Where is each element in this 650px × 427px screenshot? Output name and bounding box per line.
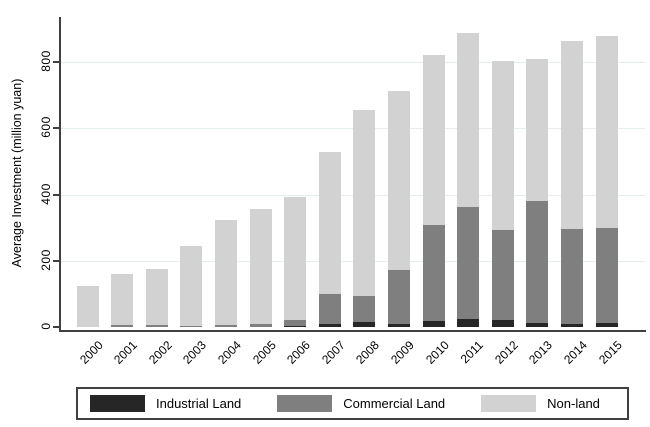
y-tick-mark-0 (53, 326, 59, 328)
bar-2002-segment-commercial-land (146, 325, 168, 327)
bar-2015-segment-commercial-land (596, 228, 618, 324)
y-tick-label-0: 0 (39, 322, 53, 330)
bar-2003-segment-non-land (180, 245, 202, 327)
bar-2011-segment-non-land (457, 33, 479, 207)
legend-label: Commercial Land (343, 396, 446, 411)
bar-2003 (180, 245, 202, 327)
bar-2004-segment-non-land (215, 220, 237, 325)
y-tick-label-600: 600 (39, 116, 53, 138)
bar-2001-segment-non-land (111, 274, 133, 326)
bar-2001-segment-commercial-land (111, 325, 133, 327)
bar-2015-segment-industrial-land (596, 323, 618, 327)
bar-2005-segment-non-land (250, 209, 272, 325)
bar-2013-segment-non-land (526, 59, 548, 202)
bar-2014-segment-non-land (561, 41, 583, 229)
bar-2012 (492, 60, 514, 327)
bar-2009 (388, 90, 410, 327)
bar-2010-segment-industrial-land (423, 320, 445, 327)
bar-2007-segment-commercial-land (319, 293, 341, 324)
bar-2007-segment-non-land (319, 152, 341, 294)
bar-2006-segment-industrial-land (284, 326, 306, 327)
bar-2003-segment-commercial-land (180, 326, 202, 327)
bar-2015 (596, 35, 618, 327)
bar-2008 (353, 110, 375, 327)
bar-2004-segment-commercial-land (215, 324, 237, 327)
bar-2008-segment-non-land (353, 110, 375, 296)
bar-2015-segment-non-land (596, 35, 618, 229)
y-tick-label-400: 400 (39, 183, 53, 205)
legend-label: Non-land (547, 396, 600, 411)
bar-2002 (146, 269, 168, 327)
bar-2010 (423, 54, 445, 327)
bar-2012-segment-industrial-land (492, 319, 514, 327)
bar-2009-segment-commercial-land (388, 270, 410, 324)
bar-2006-segment-commercial-land (284, 320, 306, 327)
bar-2014-segment-commercial-land (561, 228, 583, 324)
bar-2002-segment-non-land (146, 269, 168, 326)
legend: Industrial Land Commercial Land Non-land (76, 387, 629, 420)
x-axis-line (59, 330, 646, 332)
bar-2013-segment-commercial-land (526, 201, 548, 324)
legend-swatch-industrial-land (90, 395, 145, 412)
legend-swatch-non-land (481, 395, 537, 412)
bar-2000-segment-non-land (77, 285, 99, 327)
y-tick-mark-400 (53, 194, 59, 196)
y-axis-line (59, 17, 61, 332)
y-axis-title: Average Investment (million yuan) (10, 78, 24, 268)
y-tick-mark-600 (53, 127, 59, 129)
bar-2006 (284, 196, 306, 327)
bar-2007-segment-industrial-land (319, 323, 341, 327)
bar-2011-segment-industrial-land (457, 318, 479, 327)
y-tick-label-800: 800 (39, 50, 53, 72)
gridline-800 (61, 62, 645, 63)
bar-2009-segment-industrial-land (388, 323, 410, 327)
bar-2000 (77, 285, 99, 327)
bar-2012-segment-commercial-land (492, 229, 514, 320)
legend-swatch-commercial-land (277, 395, 333, 412)
bar-2009-segment-non-land (388, 90, 410, 271)
legend-label: Industrial Land (156, 396, 242, 411)
bar-2014 (561, 41, 583, 327)
y-tick-label-200: 200 (39, 249, 53, 271)
y-tick-mark-800 (53, 61, 59, 63)
bar-2005 (250, 209, 272, 327)
bar-2005-segment-commercial-land (250, 324, 272, 327)
bar-2011 (457, 33, 479, 327)
bar-2010-segment-non-land (423, 54, 445, 225)
bar-2013 (526, 59, 548, 327)
bar-2008-segment-commercial-land (353, 295, 375, 323)
y-tick-mark-200 (53, 260, 59, 262)
legend-item-industrial-land: Industrial Land (90, 395, 277, 412)
legend-item-commercial-land: Commercial Land (277, 395, 481, 412)
bar-2012-segment-non-land (492, 60, 514, 230)
bar-2013-segment-industrial-land (526, 323, 548, 327)
bar-2008-segment-industrial-land (353, 322, 375, 327)
bar-2004 (215, 220, 237, 327)
bar-2007 (319, 152, 341, 327)
bar-2001 (111, 274, 133, 327)
bar-2011-segment-commercial-land (457, 206, 479, 319)
legend-item-non-land: Non-land (481, 395, 600, 412)
bar-2010-segment-commercial-land (423, 225, 445, 321)
bar-2006-segment-non-land (284, 196, 306, 321)
bar-2014-segment-industrial-land (561, 323, 583, 327)
